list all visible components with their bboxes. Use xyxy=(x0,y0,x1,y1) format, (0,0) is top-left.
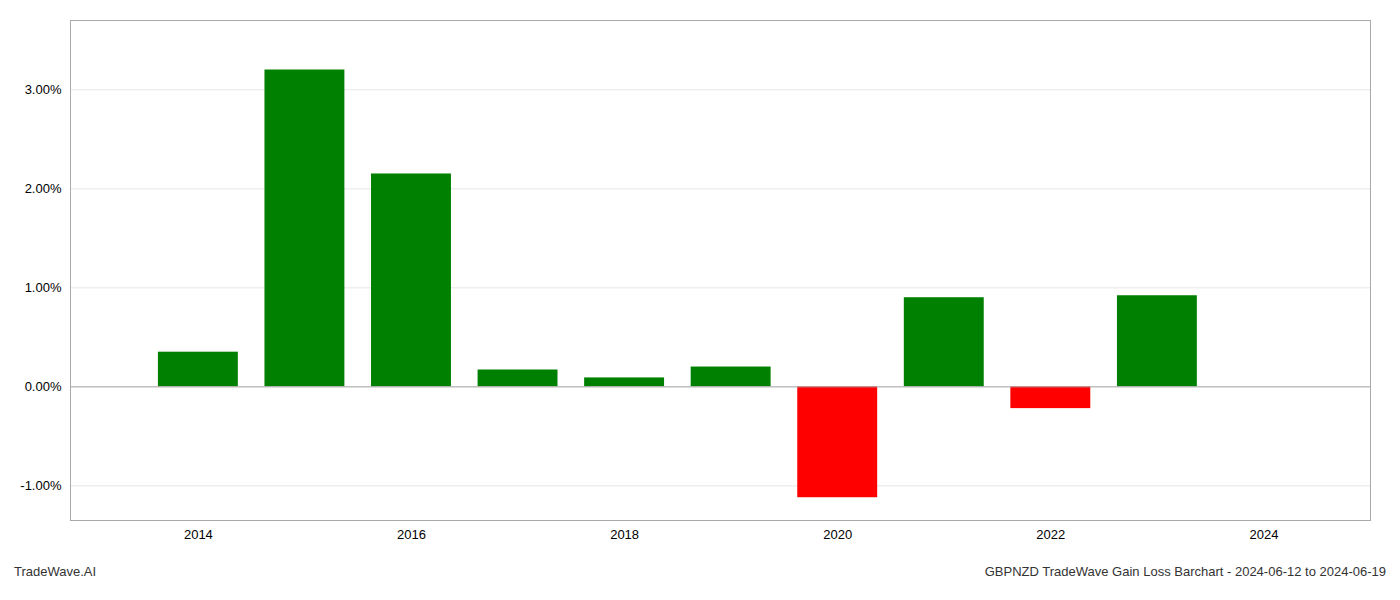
svg-text:1.00%: 1.00% xyxy=(25,280,62,295)
svg-text:2016: 2016 xyxy=(397,527,426,542)
html-text:TradeWave.AI: TradeWave.AI xyxy=(14,564,97,579)
svg-text:-1.00%: -1.00% xyxy=(20,478,62,493)
svg-text:2014: 2014 xyxy=(184,527,213,542)
svg-text:2022: 2022 xyxy=(1036,527,1065,542)
svg-text:2020: 2020 xyxy=(823,527,852,542)
svg-text:2.00%: 2.00% xyxy=(25,181,62,196)
svg-text:0.00%: 0.00% xyxy=(25,379,62,394)
svg-text:2024: 2024 xyxy=(1249,527,1278,542)
svg-text:2018: 2018 xyxy=(610,527,639,542)
svg-text:3.00%: 3.00% xyxy=(25,82,62,97)
html-text:GBPNZD TradeWave Gain Loss Bar: GBPNZD TradeWave Gain Loss Barchart - 20… xyxy=(984,564,1386,579)
